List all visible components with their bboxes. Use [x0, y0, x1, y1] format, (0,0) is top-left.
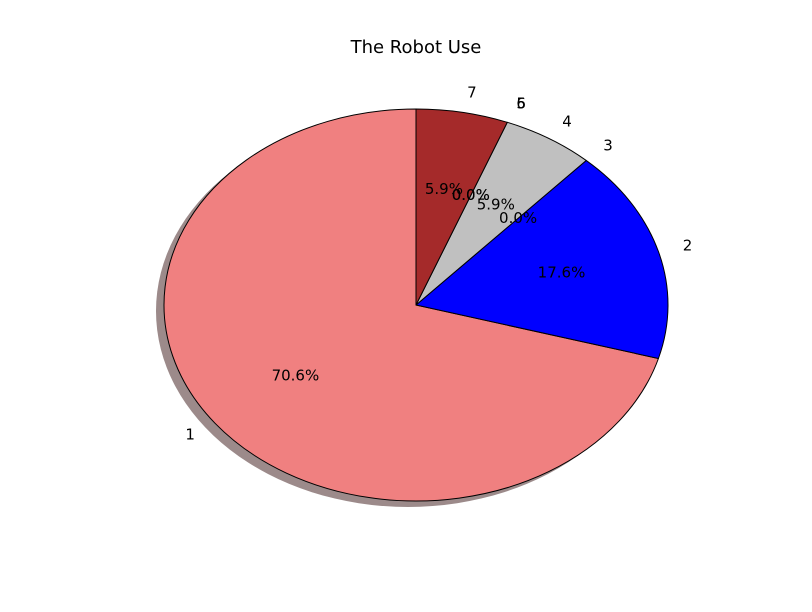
pie-category-label-7: 7 [467, 84, 477, 102]
pie-category-label-6: 6 [516, 95, 526, 113]
pie-slice-2 [415, 159, 669, 359]
chart-title: The Robot Use [350, 37, 482, 58]
pie-percent-label-5: 0.0% [452, 186, 490, 204]
pie-slice-7 [415, 108, 508, 306]
pie-category-label-2: 2 [683, 237, 693, 255]
pie-category-label-3: 3 [603, 137, 613, 155]
pie-percent-label-4: 5.9% [477, 196, 515, 214]
pie-slice-1 [163, 108, 659, 502]
pie-percent-label-2: 17.6% [538, 263, 586, 281]
pie-percent-label-7: 5.9% [425, 180, 463, 198]
pie-category-label-5: 5 [516, 95, 526, 113]
pie-labels: 170.6%217.6%30.0%45.9%50.0%60.0%75.9% [185, 84, 692, 444]
pie-category-label-1: 1 [185, 426, 195, 444]
pie-category-label-4: 4 [562, 112, 572, 130]
pie-slices [163, 108, 669, 502]
pie-percent-label-1: 70.6% [272, 366, 320, 384]
pie-percent-label-3: 0.0% [499, 209, 537, 227]
pie-percent-label-6: 0.0% [452, 186, 490, 204]
